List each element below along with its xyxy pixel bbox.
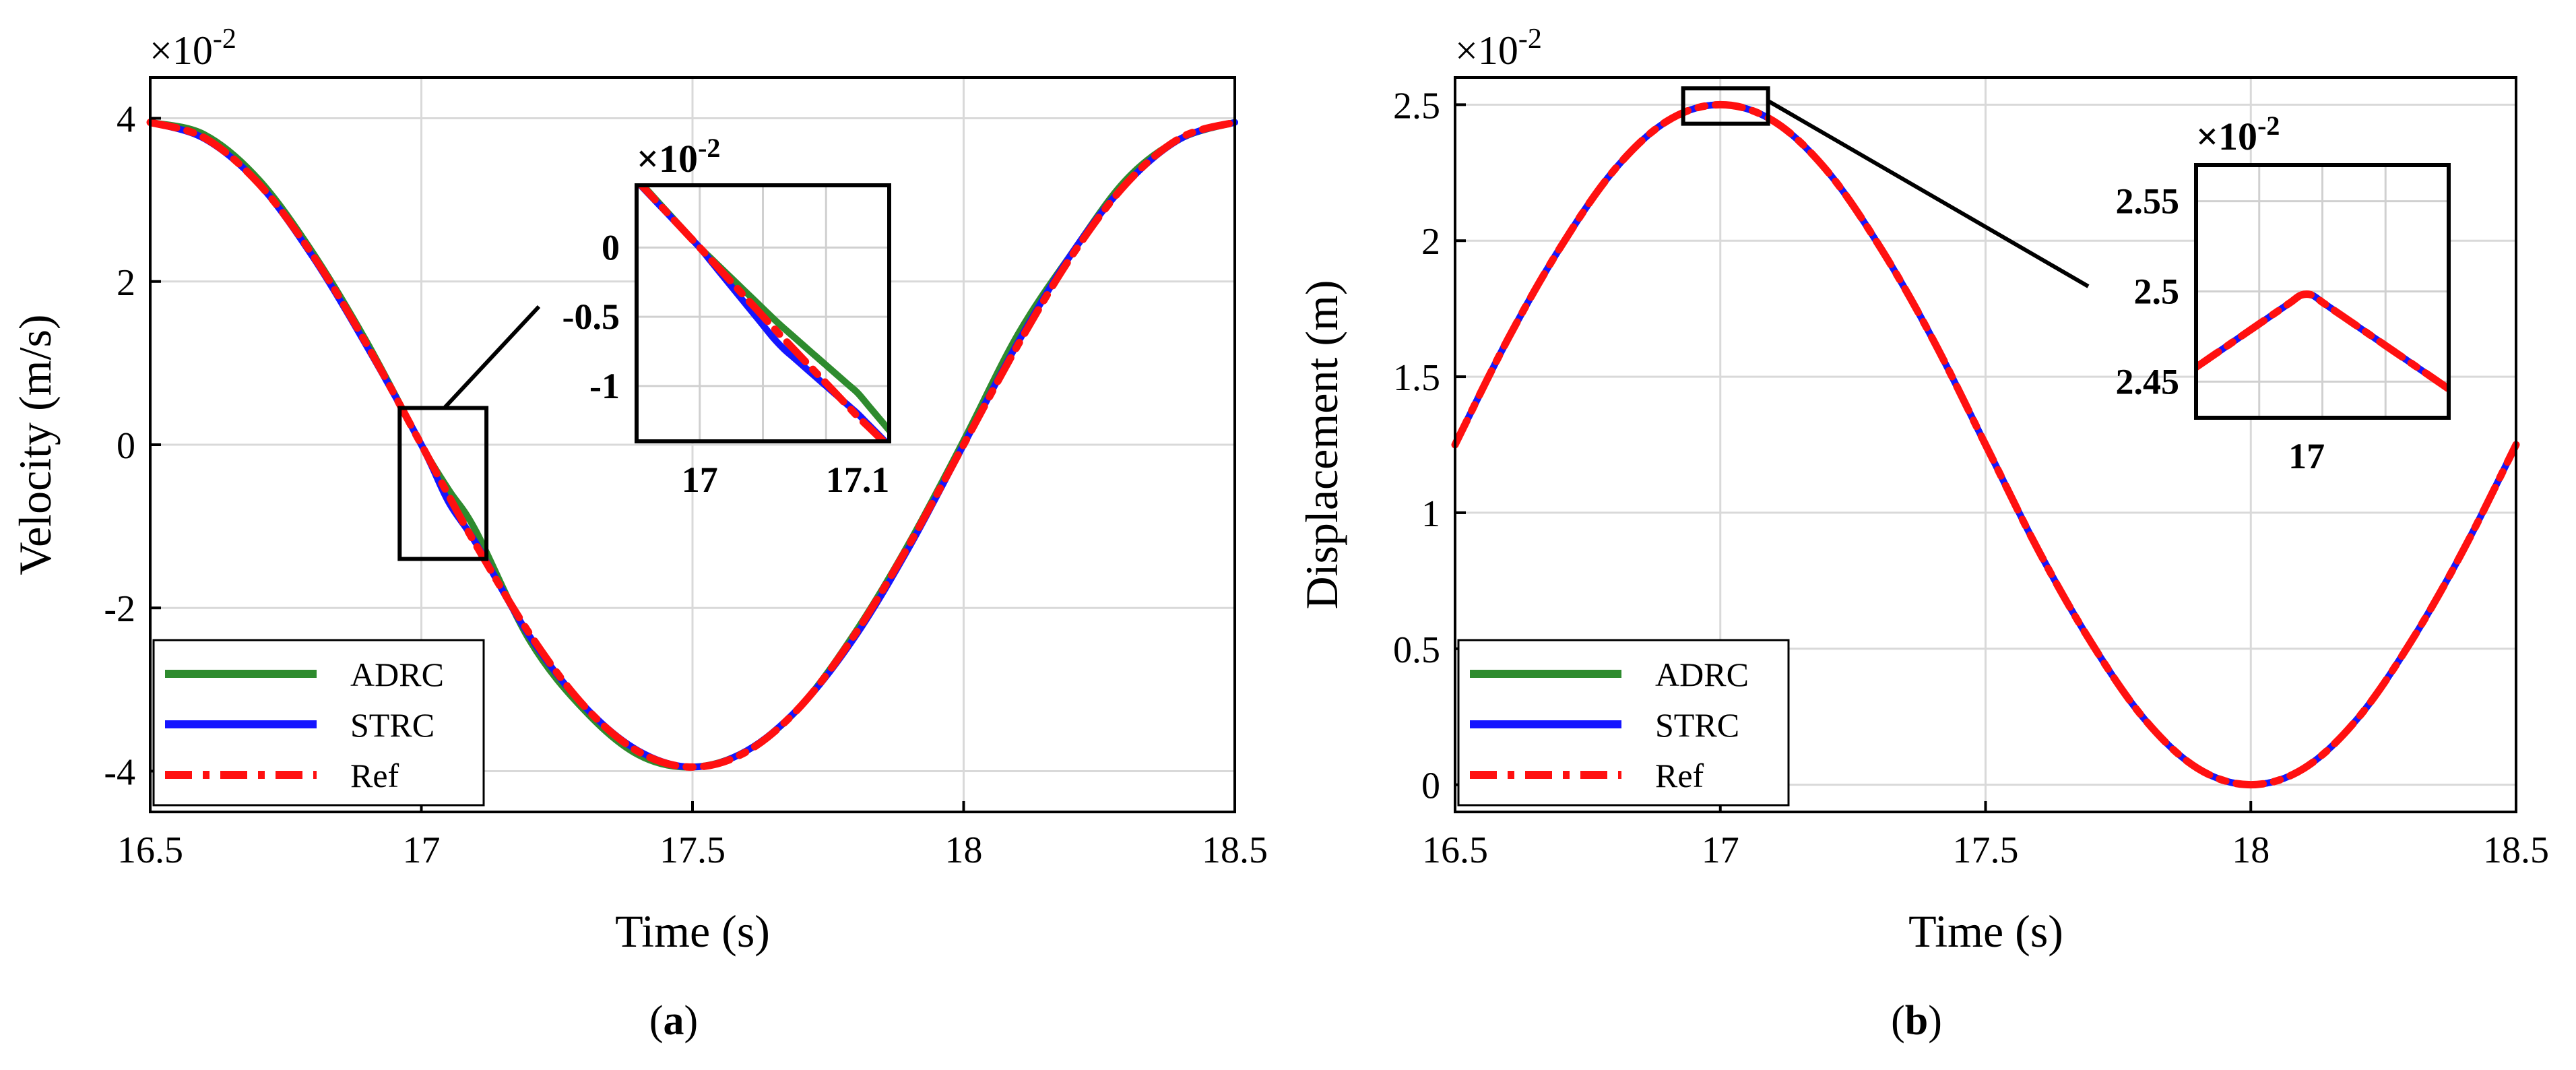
a-inset-ytick-label: -0.5	[562, 296, 620, 337]
b-xtick-label: 16.5	[1422, 829, 1488, 871]
b-inset-ytick-label: 2.5	[2134, 272, 2180, 312]
a-inset-xtick-label: 17.1	[826, 460, 890, 500]
displacement-inset-grid	[2196, 165, 2449, 418]
a-xtick-label: 18.5	[1202, 829, 1268, 871]
displacement-inset-box	[2194, 163, 2451, 420]
a-inset-xtick-label: 17	[682, 460, 718, 500]
velocity-ticks: 16.5 17 17.5 18 18.5 -4 -2 0 2 4	[104, 99, 1268, 871]
displacement-x-axis-label: Time (s)	[1908, 906, 2063, 957]
displacement-series	[1451, 100, 2520, 789]
a-ytick-label: 2	[117, 262, 135, 304]
b-ytick-label: 0	[1421, 765, 1440, 807]
displacement-inset-ticks: 17 2.55 2.5 2.45	[2116, 181, 2325, 476]
velocity-zoom-connector	[443, 305, 541, 410]
displacement-inset: 17 2.55 2.5 2.45 ×10-2	[2116, 111, 2451, 476]
velocity-inset-multiplier: ×10-2	[637, 133, 720, 181]
velocity-legend-strc-label: STRC	[350, 706, 434, 744]
a-ytick-label: 4	[117, 99, 135, 141]
displacement-zoom-box	[1681, 86, 1770, 126]
a-ytick-label: -4	[104, 751, 135, 793]
b-ytick-label: 0.5	[1393, 629, 1440, 671]
displacement-legend: ADRC STRC Ref	[1457, 639, 1790, 807]
b-inset-series-ref	[2196, 290, 2449, 393]
velocity-inset-box	[635, 183, 891, 443]
velocity-series	[146, 119, 1239, 771]
velocity-legend-adrc-label: ADRC	[350, 656, 444, 693]
displacement-axis-multiplier: ×10-2	[1455, 24, 1542, 73]
velocity-inset: 17 17.1 0 -0.5 -1 ×10-2	[562, 133, 891, 500]
displacement-legend-adrc-label: ADRC	[1655, 656, 1749, 693]
b-inset-ytick-label: 2.55	[2116, 181, 2180, 222]
a-xtick-label: 17.5	[659, 829, 726, 871]
panel-b: 16.5 17 17.5 18 18.5 0 0.5 1 1.5 2 2.5 Displacemen…	[1296, 24, 2549, 1044]
velocity-inset-ticks: 17 17.1 0 -0.5 -1	[562, 227, 890, 500]
velocity-zoom-box	[397, 406, 489, 561]
a-ytick-label: -2	[104, 588, 135, 630]
b-ytick-label: 2	[1421, 221, 1440, 263]
displacement-y-axis-label: Displacement (m)	[1296, 280, 1347, 609]
displacement-inset-multiplier: ×10-2	[2196, 111, 2280, 158]
displacement-zoom-connector	[1767, 99, 2090, 288]
panel-a-caption: (a)	[649, 998, 698, 1044]
b-ytick-label: 2.5	[1393, 85, 1440, 127]
b-ytick-label: 1	[1421, 493, 1440, 535]
a-xtick-label: 16.5	[117, 829, 183, 871]
b-inset-xtick-label: 17	[2288, 436, 2325, 476]
a-inset-ytick-label: 0	[602, 227, 620, 268]
panel-a: 16.5 17 17.5 18 18.5 -4 -2 0 2 4 Velocity (m/s) T…	[9, 24, 1268, 1044]
velocity-axis-multiplier: ×10-2	[150, 24, 236, 73]
displacement-inset-series	[2196, 290, 2449, 393]
b-series-ref	[1451, 100, 2520, 789]
a-xtick-label: 17	[403, 829, 441, 871]
velocity-legend: ADRC STRC Ref	[152, 639, 485, 807]
velocity-legend-ref-label: Ref	[350, 757, 399, 794]
b-xtick-label: 17	[1702, 829, 1739, 871]
displacement-legend-strc-label: STRC	[1655, 706, 1739, 744]
displacement-ticks: 16.5 17 17.5 18 18.5 0 0.5 1 1.5 2 2.5	[1393, 85, 2549, 871]
b-xtick-label: 17.5	[1953, 829, 2019, 871]
b-xtick-label: 18.5	[2483, 829, 2549, 871]
panel-b-caption: (b)	[1891, 998, 1942, 1044]
velocity-y-axis-label: Velocity (m/s)	[9, 314, 61, 575]
a-xtick-label: 18	[945, 829, 983, 871]
displacement-legend-ref-label: Ref	[1655, 757, 1704, 794]
velocity-inset-series	[637, 185, 889, 441]
b-ytick-label: 1.5	[1393, 357, 1440, 399]
a-series-ref	[146, 119, 1239, 771]
b-inset-ytick-label: 2.45	[2116, 361, 2180, 402]
velocity-x-axis-label: Time (s)	[615, 906, 770, 957]
b-xtick-label: 18	[2232, 829, 2269, 871]
a-inset-series-ref	[637, 185, 889, 441]
a-inset-ytick-label: -1	[589, 366, 620, 406]
a-ytick-label: 0	[117, 425, 135, 467]
